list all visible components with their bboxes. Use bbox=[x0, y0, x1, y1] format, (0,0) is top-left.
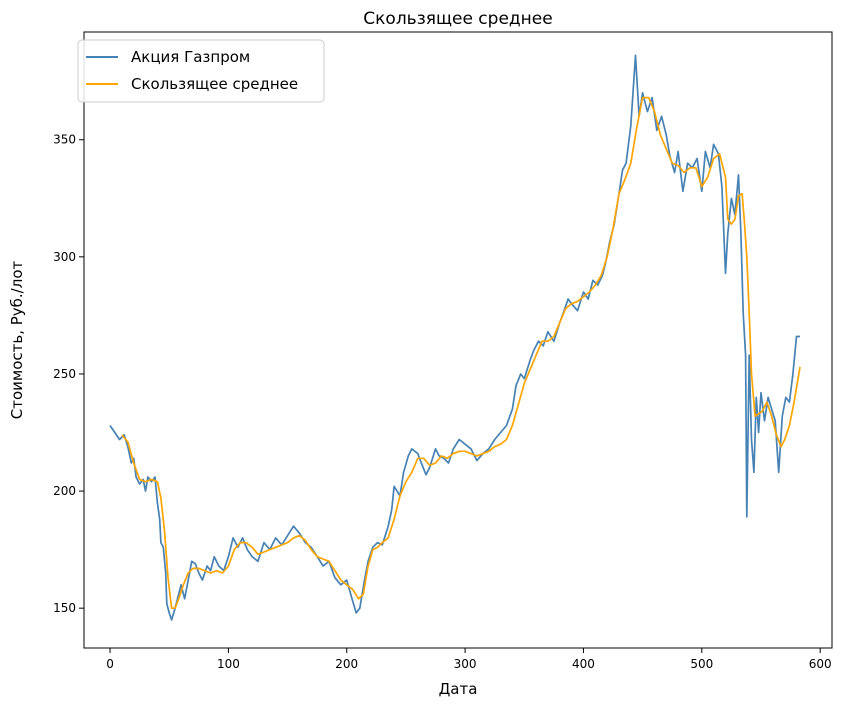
x-tick-label: 500 bbox=[690, 657, 713, 671]
x-tick-label: 0 bbox=[106, 657, 114, 671]
x-tick-label: 400 bbox=[572, 657, 595, 671]
y-tick-label: 200 bbox=[53, 484, 76, 498]
y-tick-label: 300 bbox=[53, 250, 76, 264]
y-axis: 150 200 250 300 350 bbox=[53, 133, 84, 615]
series-layer bbox=[110, 55, 800, 620]
x-axis: 0 100 200 300 400 500 600 bbox=[106, 648, 831, 671]
x-tick-label: 300 bbox=[454, 657, 477, 671]
legend-label-gazprom: Акция Газпром bbox=[131, 48, 250, 66]
y-tick-label: 150 bbox=[53, 601, 76, 615]
chart-title: Скользящее среднее bbox=[363, 9, 552, 29]
x-axis-title: Дата bbox=[439, 680, 478, 698]
legend: Акция Газпром Скользящее среднее bbox=[78, 40, 324, 102]
x-tick-label: 600 bbox=[809, 657, 832, 671]
y-axis-title: Стоимость, Руб./лот bbox=[8, 260, 26, 419]
plot-area bbox=[84, 32, 832, 648]
legend-label-moving-average: Скользящее среднее bbox=[131, 75, 298, 93]
series-line-gazprom bbox=[110, 55, 800, 620]
y-tick-label: 250 bbox=[53, 367, 76, 381]
x-tick-label: 200 bbox=[335, 657, 358, 671]
series-line-moving-average bbox=[122, 98, 800, 609]
x-tick-label: 100 bbox=[217, 657, 240, 671]
plot-frame bbox=[84, 32, 832, 648]
y-tick-label: 350 bbox=[53, 133, 76, 147]
